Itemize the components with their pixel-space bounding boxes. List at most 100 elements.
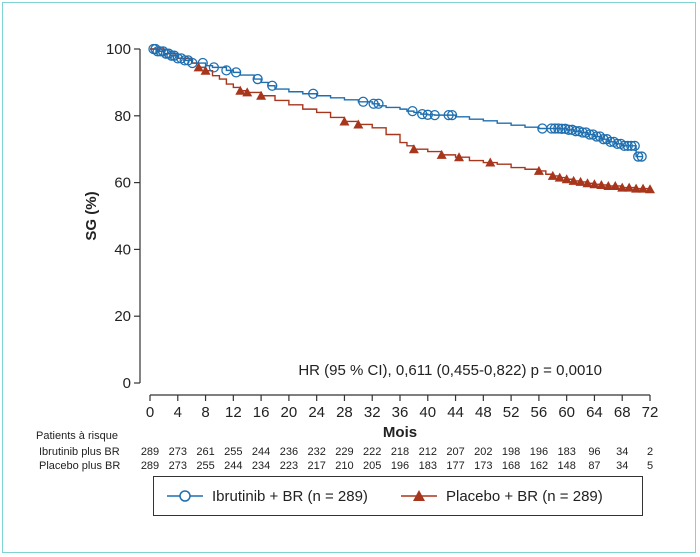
triangle-marker bbox=[454, 152, 465, 162]
risk-count: 183 bbox=[419, 460, 437, 472]
censor-circle-marker bbox=[158, 46, 169, 57]
x-tick-label: 16 bbox=[253, 404, 270, 421]
censor-circle-marker bbox=[629, 140, 640, 152]
risk-count: 255 bbox=[224, 446, 242, 458]
hr-annotation: HR (95 % CI), 0,611 (0,455-0,822) p = 0,… bbox=[298, 362, 602, 379]
censor-circle-marker bbox=[308, 88, 319, 99]
triangle-marker bbox=[408, 144, 419, 154]
risk-count: 168 bbox=[502, 460, 520, 472]
risk-count: 87 bbox=[588, 460, 600, 472]
risk-count: 202 bbox=[474, 446, 492, 458]
risk-count: 205 bbox=[363, 460, 381, 472]
censor-circle-marker bbox=[549, 123, 561, 134]
legend-circle-marker-icon bbox=[167, 490, 203, 502]
censor-circle-marker bbox=[267, 80, 278, 91]
risk-row-label: Ibrutinib plus BR bbox=[39, 446, 120, 458]
risk-count: 207 bbox=[446, 446, 464, 458]
censor-circle-marker bbox=[169, 50, 180, 61]
risk-count: 148 bbox=[557, 460, 575, 472]
x-tick-label: 52 bbox=[503, 404, 520, 421]
x-tick-label: 24 bbox=[308, 404, 325, 421]
censor-circle-marker bbox=[373, 98, 384, 109]
risk-count: 173 bbox=[474, 460, 492, 472]
legend-item-placebo: Placebo + BR (n = 289) bbox=[400, 477, 603, 515]
censor-circle-marker bbox=[166, 50, 177, 61]
km-curve-placebo bbox=[150, 48, 651, 190]
triangle-marker bbox=[589, 179, 600, 189]
risk-count: 244 bbox=[252, 446, 270, 458]
censor-circle-marker bbox=[577, 127, 588, 138]
triangle-marker bbox=[645, 184, 655, 194]
risk-count: 289 bbox=[141, 446, 159, 458]
censor-circle-marker bbox=[605, 136, 616, 148]
triangle-marker bbox=[568, 175, 579, 185]
y-tick-label: 40 bbox=[114, 241, 131, 258]
censor-circle-marker bbox=[570, 126, 581, 137]
x-axis-label: Mois bbox=[383, 424, 417, 441]
risk-count: 34 bbox=[616, 446, 628, 458]
x-tick-label: 40 bbox=[419, 404, 436, 421]
censor-circle-marker bbox=[626, 140, 637, 152]
censor-circle-marker bbox=[429, 109, 440, 121]
risk-count: 96 bbox=[588, 446, 600, 458]
km-curve-ibrutinib bbox=[150, 48, 644, 158]
risk-count: 210 bbox=[335, 460, 353, 472]
censor-circle-marker bbox=[221, 65, 232, 76]
triangle-marker bbox=[561, 174, 572, 184]
censor-circle-marker bbox=[422, 109, 433, 120]
triangle-marker bbox=[485, 157, 496, 167]
censor-circle-marker bbox=[563, 124, 574, 135]
censor-circle-marker bbox=[594, 131, 606, 142]
censor-circle-marker bbox=[368, 98, 379, 109]
censor-circle-marker bbox=[546, 123, 557, 134]
y-tick-label: 60 bbox=[114, 175, 131, 192]
x-tick-label: 48 bbox=[475, 404, 492, 421]
censor-circle-marker bbox=[636, 151, 647, 162]
censor-circle-marker bbox=[598, 134, 609, 145]
triangle-marker bbox=[638, 183, 649, 193]
censor-circle-marker bbox=[619, 140, 630, 152]
censor-circle-marker bbox=[163, 48, 174, 59]
risk-count: 196 bbox=[391, 460, 409, 472]
risk-count: 232 bbox=[307, 446, 325, 458]
risk-count: 229 bbox=[335, 446, 353, 458]
triangle-marker bbox=[547, 170, 558, 180]
risk-count: 223 bbox=[280, 460, 298, 472]
risk-count: 34 bbox=[616, 460, 628, 472]
risk-count: 198 bbox=[502, 446, 520, 458]
risk-count: 273 bbox=[169, 460, 187, 472]
censor-circle-marker bbox=[252, 73, 263, 85]
triangle-marker bbox=[575, 176, 586, 186]
censor-circle-marker bbox=[446, 109, 458, 121]
x-tick-label: 20 bbox=[281, 404, 298, 421]
x-tick-label: 72 bbox=[642, 404, 659, 421]
x-tick-label: 8 bbox=[201, 404, 209, 421]
triangle-marker bbox=[631, 183, 642, 193]
triangle-marker bbox=[582, 178, 593, 188]
x-tick-label: 64 bbox=[586, 404, 603, 421]
risk-count: 183 bbox=[557, 446, 575, 458]
censor-circle-marker bbox=[612, 138, 623, 150]
censor-circle-marker bbox=[230, 67, 242, 78]
risk-count: 212 bbox=[419, 446, 437, 458]
x-tick-label: 60 bbox=[558, 404, 575, 421]
triangle-marker bbox=[436, 149, 447, 159]
risk-table: Patients à risque Ibrutinib plus BR 289 273… bbox=[36, 430, 653, 472]
censor-circle-marker bbox=[358, 96, 369, 107]
x-tick-label: 44 bbox=[447, 404, 464, 421]
triangle-marker bbox=[603, 180, 614, 190]
triangle-marker bbox=[353, 119, 364, 129]
y-tick-label: 100 bbox=[106, 41, 131, 58]
risk-count: 244 bbox=[224, 460, 242, 472]
risk-count: 255 bbox=[196, 460, 214, 472]
risk-count: 177 bbox=[446, 460, 464, 472]
x-tick-label: 4 bbox=[174, 404, 182, 421]
triangle-marker bbox=[242, 87, 253, 97]
risk-count: 273 bbox=[169, 446, 187, 458]
risk-count: 217 bbox=[307, 460, 325, 472]
triangle-marker bbox=[256, 90, 267, 100]
censor-circle-marker bbox=[172, 53, 183, 64]
risk-count: 218 bbox=[391, 446, 409, 458]
